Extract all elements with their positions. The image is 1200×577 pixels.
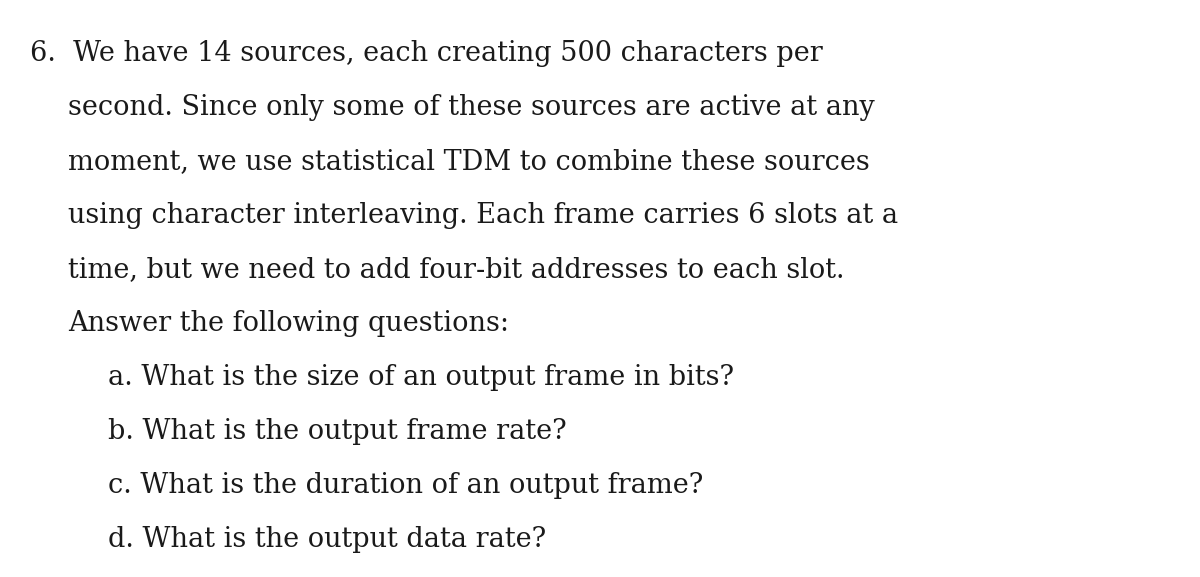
Text: second. Since only some of these sources are active at any: second. Since only some of these sources…: [68, 94, 875, 121]
Text: a. What is the size of an output frame in bits?: a. What is the size of an output frame i…: [108, 364, 734, 391]
Text: 6.  We have 14 sources, each creating 500 characters per: 6. We have 14 sources, each creating 500…: [30, 40, 823, 67]
Text: moment, we use statistical TDM to combine these sources: moment, we use statistical TDM to combin…: [68, 148, 870, 175]
Text: b. What is the output frame rate?: b. What is the output frame rate?: [108, 418, 566, 445]
Text: using character interleaving. Each frame carries 6 slots at a: using character interleaving. Each frame…: [68, 202, 898, 229]
Text: c. What is the duration of an output frame?: c. What is the duration of an output fra…: [108, 472, 703, 499]
Text: time, but we need to add four-bit addresses to each slot.: time, but we need to add four-bit addres…: [68, 256, 845, 283]
Text: Answer the following questions:: Answer the following questions:: [68, 310, 509, 337]
Text: d. What is the output data rate?: d. What is the output data rate?: [108, 526, 546, 553]
